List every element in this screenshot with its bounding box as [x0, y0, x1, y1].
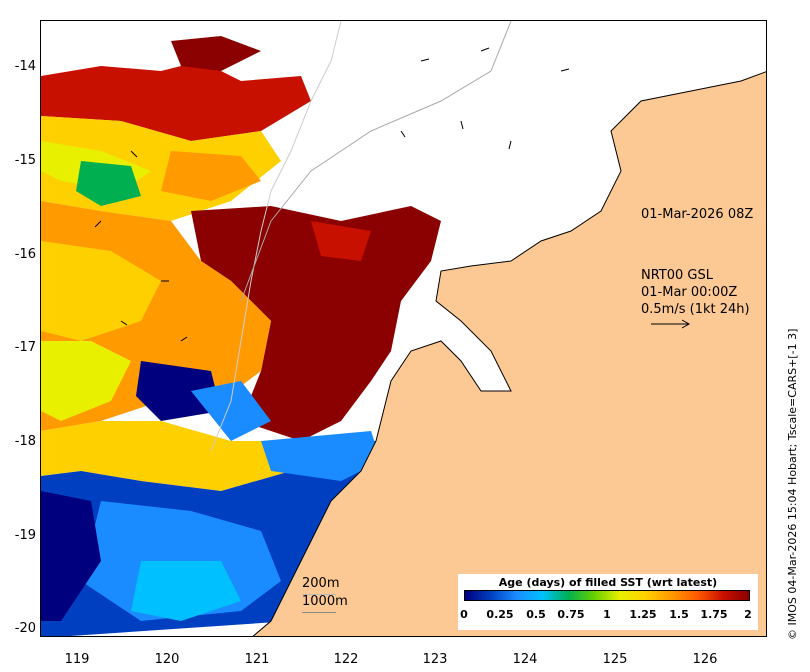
x-tick: 125: [602, 652, 628, 667]
y-tick: -18: [14, 434, 36, 449]
legend-colorbar: [464, 590, 750, 601]
x-tick: 120: [154, 652, 180, 667]
x-tick: 119: [64, 652, 90, 667]
legend-tick: 0: [460, 608, 468, 621]
map-canvas: [41, 21, 766, 636]
timestamp-label: 01-Mar-2026 08Z: [641, 207, 754, 222]
x-tick: 122: [333, 652, 359, 667]
x-tick: 124: [512, 652, 538, 667]
y-tick: -14: [14, 59, 36, 74]
contour-line-200m: [302, 594, 336, 595]
legend-tick: 0.75: [557, 608, 585, 621]
current-info-line2: 01-Mar 00:00Z: [641, 285, 738, 300]
legend-title: Age (days) of filled SST (wrt latest): [498, 576, 718, 589]
legend-tick: 1: [603, 608, 611, 621]
legend-tick: 1.75: [700, 608, 728, 621]
y-tick: -16: [14, 247, 36, 262]
legend-tick: 1.25: [629, 608, 657, 621]
legend-tick: 1.5: [669, 608, 689, 621]
credit-text: © IMOS 04-Mar-2026 15:04 Hobart; Tscale=…: [786, 328, 799, 640]
x-tick: 126: [692, 652, 718, 667]
current-info-line1: NRT00 GSL: [641, 268, 713, 283]
x-tick: 121: [244, 652, 270, 667]
x-tick: 123: [422, 652, 448, 667]
contour-label-1000m: 1000m: [302, 594, 348, 609]
y-tick: -19: [14, 528, 36, 543]
y-tick: -20: [14, 621, 36, 636]
legend-tick: 0.25: [486, 608, 514, 621]
y-tick: -15: [14, 153, 36, 168]
current-info-line3: 0.5m/s (1kt 24h): [641, 302, 750, 317]
legend-tick: 2: [744, 608, 752, 621]
legend-tick: 0.5: [526, 608, 546, 621]
contour-label-200m: 200m: [302, 576, 340, 591]
contour-line-1000m: [302, 612, 336, 613]
sst-map: [40, 20, 767, 637]
y-tick: -17: [14, 340, 36, 355]
colorbar-legend: Age (days) of filled SST (wrt latest) 0 …: [458, 574, 758, 630]
reference-arrow-icon: [651, 319, 691, 329]
